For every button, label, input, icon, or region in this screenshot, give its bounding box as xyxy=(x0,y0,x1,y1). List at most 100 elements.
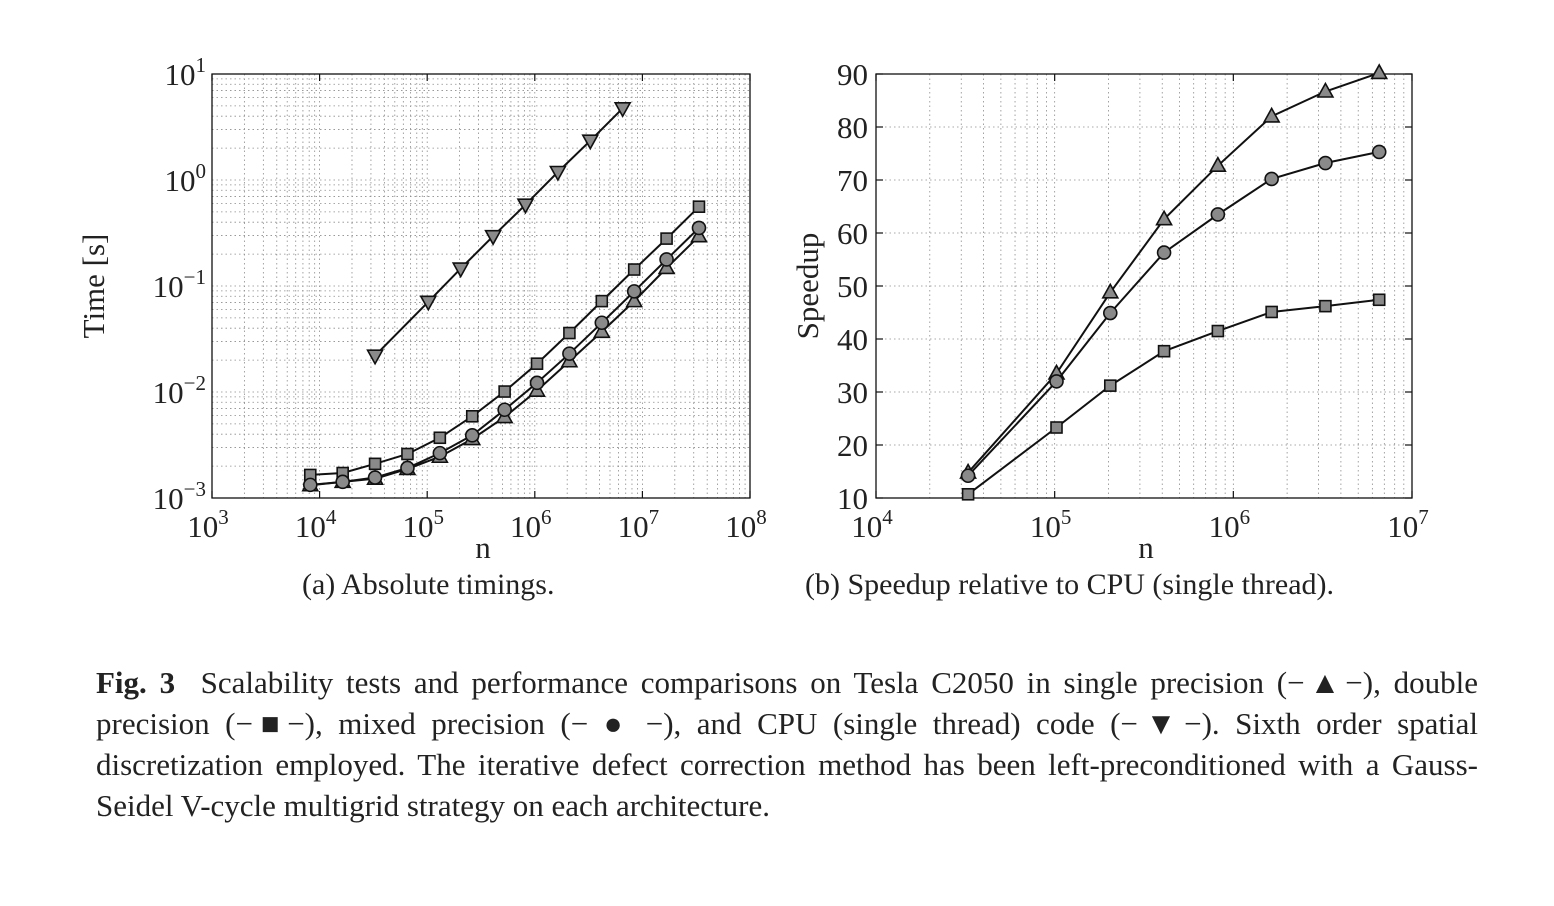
panel-a: 103 104 105 106 107 108 10−3 10−2 10−1 100 101 n Tim… xyxy=(76,53,767,565)
series-line xyxy=(310,227,700,486)
data-point xyxy=(1103,379,1117,392)
series-circle xyxy=(960,144,1387,484)
data-point xyxy=(1372,293,1386,307)
data-point xyxy=(692,200,706,213)
data-point xyxy=(691,220,707,236)
y-tick-label: 30 xyxy=(837,375,868,410)
x-tick-label: 105 xyxy=(1030,505,1072,544)
data-point xyxy=(613,101,632,118)
subcaption-b: (b) Speedup relative to CPU (single thre… xyxy=(805,568,1335,601)
data-point xyxy=(419,295,438,312)
data-point xyxy=(1319,299,1332,313)
data-point xyxy=(1101,282,1120,299)
data-point xyxy=(529,375,545,391)
data-point xyxy=(1208,156,1227,172)
tick-marks-a xyxy=(211,74,751,498)
x-axis-label: n xyxy=(1138,530,1154,565)
series-triangle-up xyxy=(301,226,708,492)
data-point xyxy=(1264,171,1279,187)
series-line xyxy=(310,205,700,476)
data-point xyxy=(302,477,318,493)
y-axis-label: Speedup xyxy=(790,233,825,340)
series-square xyxy=(961,293,1386,501)
series-square xyxy=(303,200,706,482)
data-point xyxy=(1050,421,1063,434)
data-point xyxy=(1157,344,1171,358)
series-line xyxy=(967,150,1380,477)
data-point xyxy=(432,445,448,461)
data-point xyxy=(1155,209,1173,226)
data-point xyxy=(961,487,975,501)
data-point xyxy=(627,263,641,276)
grid-b xyxy=(876,74,1412,498)
series-circle xyxy=(302,220,707,493)
data-point xyxy=(1265,305,1278,319)
data-point xyxy=(1370,63,1389,80)
data-point xyxy=(960,468,976,484)
data-point xyxy=(1049,374,1064,389)
subcaption-a: (a) Absolute timings. xyxy=(302,568,555,601)
y-tick-label: 40 xyxy=(837,322,868,357)
x-axis-label: n xyxy=(475,530,491,565)
data-point xyxy=(451,262,470,279)
data-point xyxy=(1156,245,1172,260)
data-point xyxy=(592,322,611,339)
y-tick-label: 10 xyxy=(837,481,868,516)
data-point xyxy=(368,457,382,471)
x-tick-label: 107 xyxy=(1387,505,1429,544)
data-point xyxy=(1371,144,1387,160)
x-tick-label: 108 xyxy=(725,505,767,544)
data-point xyxy=(562,346,577,361)
data-point xyxy=(1211,324,1225,338)
y-tick-label: 90 xyxy=(837,57,868,92)
y-tick-label: 100 xyxy=(165,159,207,198)
x-tick-label: 103 xyxy=(187,505,229,544)
x-tick-label: 105 xyxy=(402,505,444,544)
data-point xyxy=(335,474,350,490)
y-tick-label: 60 xyxy=(837,216,868,251)
data-point xyxy=(549,165,567,182)
y-tick-label: 10−2 xyxy=(153,371,206,410)
data-point xyxy=(626,284,642,299)
data-point xyxy=(1318,155,1333,171)
data-point xyxy=(498,385,511,398)
data-point xyxy=(465,409,479,423)
y-tick-label: 20 xyxy=(837,428,868,463)
data-point xyxy=(367,470,383,485)
grid-a xyxy=(212,74,750,498)
y-tick-label: 50 xyxy=(837,269,868,304)
data-point xyxy=(433,431,447,445)
y-axis-label: Time [s] xyxy=(76,234,111,339)
plot-frame-a xyxy=(211,73,751,499)
data-point xyxy=(1210,207,1226,222)
y-tick-label: 80 xyxy=(837,110,868,145)
x-tick-label: 104 xyxy=(295,505,337,544)
series-line xyxy=(967,71,1380,474)
x-tick-label: 106 xyxy=(510,505,552,544)
data-point xyxy=(1262,106,1281,123)
tick-marks-b xyxy=(875,73,1413,499)
caption-label: Fig. 3 xyxy=(96,665,176,700)
panel-b: 104 105 106 107 10 20 30 40 50 60 70 80 90 n Speedup xyxy=(790,57,1429,565)
data-point xyxy=(464,428,480,443)
data-point xyxy=(563,326,576,340)
data-point xyxy=(594,315,610,331)
data-point xyxy=(1102,305,1118,321)
series-triangle-down xyxy=(366,101,632,366)
caption-text: Scalability tests and performance compar… xyxy=(96,665,1478,823)
series-line xyxy=(967,298,1380,496)
data-point xyxy=(400,460,415,476)
x-tick-label: 104 xyxy=(851,505,893,544)
y-tick-label: 101 xyxy=(165,53,207,92)
data-point xyxy=(516,198,535,215)
y-tick-label: 10−3 xyxy=(153,477,206,516)
data-point xyxy=(484,229,502,246)
series-line xyxy=(310,235,700,487)
x-tick-label: 107 xyxy=(618,505,660,544)
x-tick-label: 106 xyxy=(1209,505,1251,544)
data-point xyxy=(625,291,644,308)
figure-caption: Fig. 3 Scalability tests and performance… xyxy=(96,662,1478,826)
data-point xyxy=(366,349,384,366)
data-point xyxy=(581,134,600,151)
